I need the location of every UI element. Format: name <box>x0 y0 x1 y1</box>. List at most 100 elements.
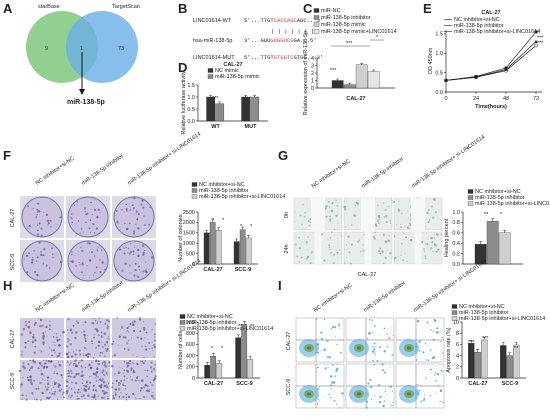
bar <box>210 356 217 379</box>
seq-core: CACCAGC <box>274 17 298 24</box>
speckle <box>149 388 151 391</box>
speckle <box>378 318 380 320</box>
speckle <box>71 348 73 350</box>
y-tick-label: 400 <box>186 353 195 359</box>
speckle <box>105 372 108 375</box>
legend-label: miR-138-5p inhibitor+si-LINC01614 <box>199 194 285 200</box>
speckle <box>49 347 51 349</box>
y-axis-label: Relative luciferase activity <box>181 71 187 135</box>
speckle <box>128 222 131 225</box>
speckle <box>22 365 25 368</box>
speckle <box>116 220 119 223</box>
row-label: SCC-9 <box>10 373 16 390</box>
speckle <box>153 339 156 342</box>
speckle <box>402 259 405 262</box>
speckle <box>21 394 24 397</box>
legend-swatch <box>179 326 186 331</box>
speckle <box>333 399 336 403</box>
sig-label: *** <box>346 41 353 47</box>
bar <box>367 71 380 89</box>
speckle <box>124 336 127 339</box>
speckle <box>75 373 78 376</box>
speckle <box>30 261 34 264</box>
speckle <box>21 351 23 353</box>
panel-label-c: C <box>303 1 313 16</box>
speckle <box>348 251 351 254</box>
speckle <box>143 356 145 359</box>
speckle <box>140 386 143 390</box>
speckle <box>324 367 327 370</box>
speckle <box>87 393 89 395</box>
speckle <box>113 354 116 357</box>
speckle <box>28 369 31 372</box>
speckle <box>76 200 79 203</box>
speckle <box>108 365 110 367</box>
speckle <box>46 335 48 337</box>
speckle <box>145 271 148 274</box>
speckle <box>109 381 111 383</box>
speckle <box>354 204 357 207</box>
panel-label-i: I <box>278 278 282 293</box>
speckle <box>305 241 308 244</box>
speckle <box>391 405 393 407</box>
speckle <box>37 202 40 205</box>
seq-pairing: | | | | | | | <box>271 28 314 35</box>
speckle <box>36 273 39 277</box>
scratch-gap <box>414 232 422 264</box>
bar <box>241 96 251 122</box>
speckle <box>132 232 135 235</box>
speckle <box>95 346 98 349</box>
speckle <box>371 319 374 322</box>
speckle <box>420 240 424 244</box>
speckle <box>96 329 99 333</box>
speckle <box>47 222 50 225</box>
legend-label: NC inhibitor+si-NC <box>459 304 505 310</box>
bar <box>239 229 246 265</box>
x-category-label: CAL-27 <box>204 381 223 387</box>
sig-label: ** <box>514 346 519 352</box>
speckle <box>28 224 31 228</box>
speckle <box>132 393 135 396</box>
speckle <box>131 337 133 339</box>
speckle <box>137 213 140 216</box>
speckle <box>97 334 100 337</box>
y-axis-label: Healing percent <box>444 218 450 257</box>
speckle <box>379 252 382 255</box>
speckle <box>144 359 147 362</box>
y-tick-label: 500 <box>186 251 195 257</box>
speckle <box>132 230 136 233</box>
speckle <box>439 400 441 403</box>
speckle <box>430 247 433 250</box>
seq-text: 5'...TTGTCACCAGCAGC...3' <box>244 17 323 24</box>
speckle <box>58 352 61 355</box>
speckle <box>53 349 56 352</box>
speckle <box>22 327 25 331</box>
y-tick-label: 1 <box>311 78 314 84</box>
speckle <box>92 389 95 391</box>
speckle <box>124 388 127 390</box>
speckle <box>151 369 153 371</box>
speckle <box>132 369 135 372</box>
speckle <box>127 329 129 332</box>
speckle <box>39 362 42 365</box>
speckle <box>31 359 34 362</box>
speckle <box>42 341 45 344</box>
speckle <box>104 322 107 325</box>
speckle <box>334 228 336 230</box>
bar <box>474 352 481 379</box>
speckle <box>37 278 39 280</box>
speckle <box>331 326 334 329</box>
speckle <box>70 355 74 358</box>
speckle <box>430 205 434 208</box>
speckle <box>141 345 143 347</box>
speckle <box>335 214 338 217</box>
speckle <box>343 208 347 211</box>
speckle <box>126 369 128 372</box>
speckle <box>325 215 328 218</box>
speckle <box>57 361 60 363</box>
speckle <box>310 250 313 252</box>
speckle <box>393 201 396 203</box>
sig-label: * <box>212 218 215 224</box>
speckle <box>385 388 387 390</box>
